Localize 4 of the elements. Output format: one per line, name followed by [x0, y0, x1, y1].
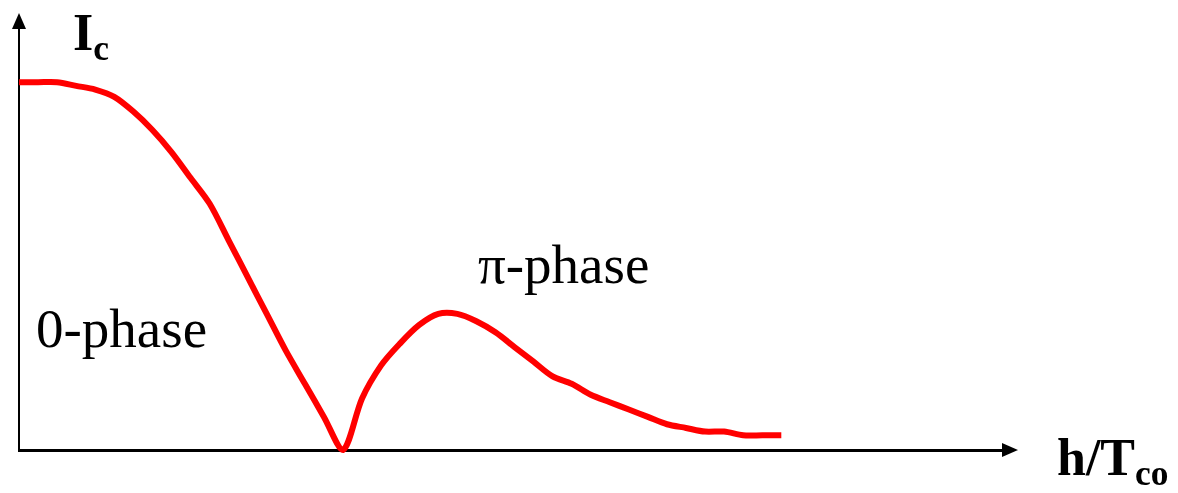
y-axis-title: I$_{c}$ — [73, 4, 109, 68]
x-axis-title: h/T$_{co}$ — [1057, 429, 1169, 493]
annotation: π-phase — [478, 234, 650, 295]
annotation: 0-phase — [36, 298, 208, 359]
